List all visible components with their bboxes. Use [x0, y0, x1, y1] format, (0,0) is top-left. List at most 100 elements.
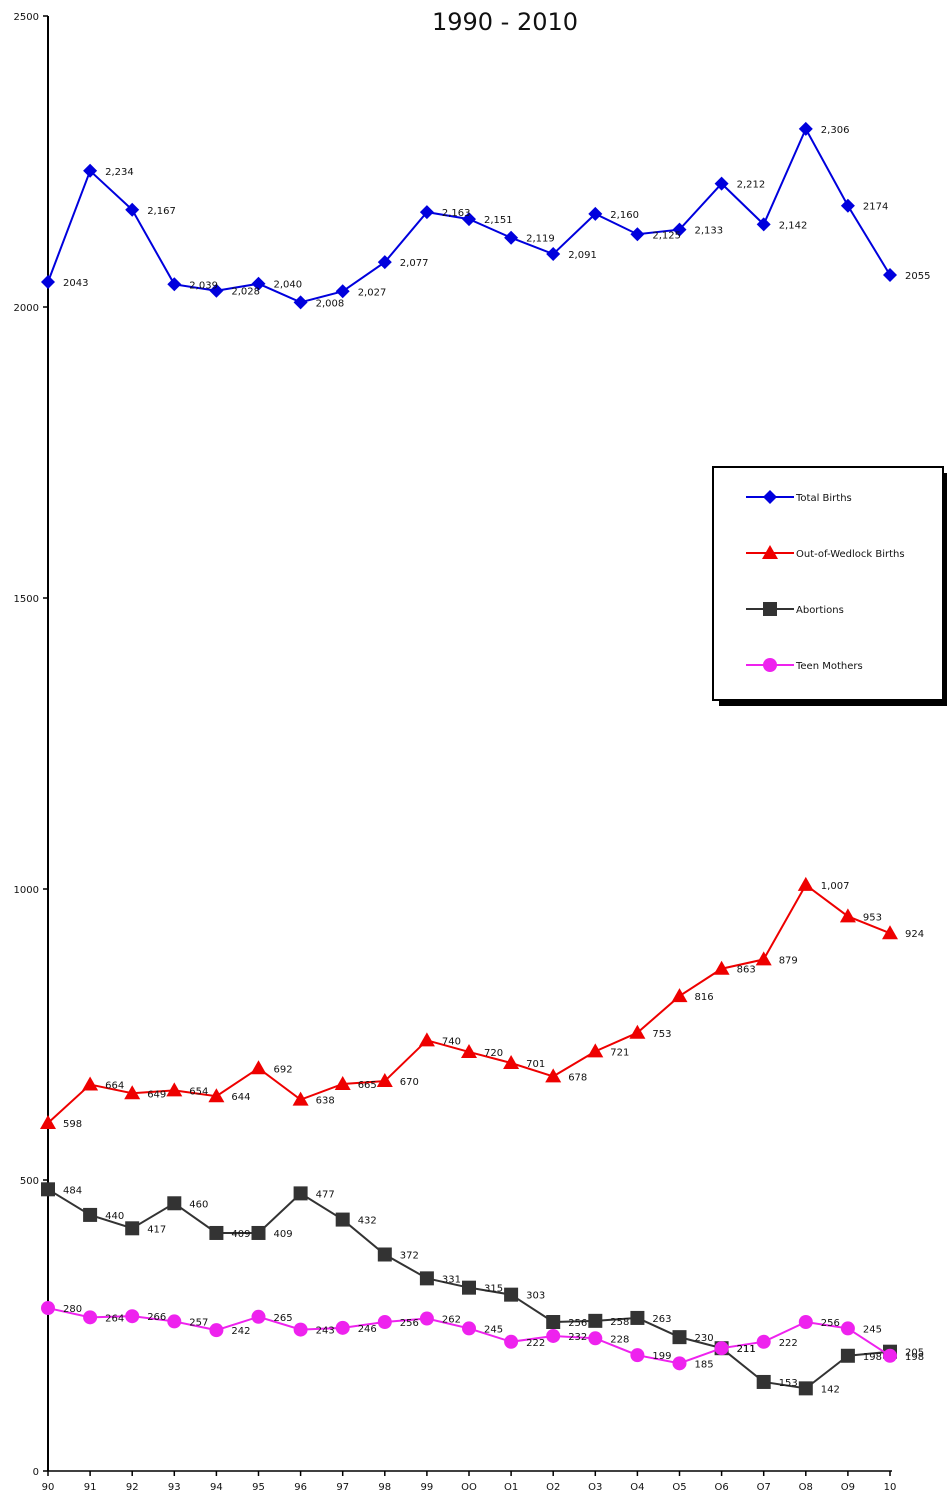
- legend: Total Births Out-of-Wedlock Births Abortio…: [712, 466, 947, 706]
- chart-title: 1990 - 2010: [432, 8, 578, 36]
- data-point-total-births: [504, 230, 519, 245]
- data-point-abortions: [840, 1348, 855, 1363]
- data-label-out-of-wedlock-births: 816: [695, 992, 714, 1003]
- data-label-out-of-wedlock-births: 924: [905, 929, 924, 940]
- data-point-out-of-wedlock-births: [208, 1088, 225, 1103]
- data-label-abortions: 440: [105, 1211, 124, 1222]
- x-tick-label: 96: [294, 1482, 307, 1493]
- data-label-out-of-wedlock-births: 654: [189, 1086, 208, 1097]
- data-label-total-births: 2,142: [779, 220, 808, 231]
- data-point-total-births: [335, 284, 350, 299]
- data-label-teen-mothers: 222: [779, 1338, 798, 1349]
- data-label-abortions: 263: [652, 1314, 671, 1325]
- x-tick-label: 93: [168, 1482, 181, 1493]
- data-point-abortions: [167, 1196, 182, 1211]
- data-label-teen-mothers: 199: [652, 1351, 671, 1362]
- data-point-teen-mothers: [672, 1356, 687, 1371]
- data-point-out-of-wedlock-births: [166, 1082, 183, 1097]
- data-point-total-births: [419, 205, 434, 220]
- data-point-teen-mothers: [756, 1334, 771, 1349]
- data-label-abortions: 460: [189, 1199, 208, 1210]
- data-label-abortions: 230: [695, 1333, 714, 1344]
- data-label-abortions: 153: [779, 1378, 798, 1389]
- data-label-abortions: 417: [147, 1224, 166, 1235]
- data-point-total-births: [588, 206, 603, 221]
- y-ticks: 0 500 1000 1500 2000 2500: [14, 12, 48, 1478]
- data-point-abortions: [462, 1280, 476, 1295]
- data-label-abortions: 331: [442, 1274, 461, 1285]
- data-label-out-of-wedlock-births: 664: [105, 1081, 124, 1092]
- y-tick-label: 500: [20, 1176, 39, 1187]
- data-point-out-of-wedlock-births: [713, 960, 730, 975]
- data-point-out-of-wedlock-births: [503, 1055, 520, 1070]
- data-point-abortions: [419, 1271, 434, 1286]
- data-label-teen-mothers: 198: [905, 1352, 924, 1363]
- data-point-total-births: [798, 121, 813, 136]
- x-tick-label: 99: [421, 1482, 434, 1493]
- data-point-teen-mothers: [840, 1321, 855, 1336]
- data-label-abortions: 205: [905, 1348, 924, 1359]
- data-label-abortions: 258: [610, 1317, 629, 1328]
- x-tick-label: 90: [42, 1482, 55, 1493]
- y-tick-label: 2000: [14, 303, 39, 314]
- data-label-teen-mothers: 242: [231, 1326, 250, 1337]
- x-tick-label: 97: [336, 1482, 349, 1493]
- x-tick-label: OO: [461, 1482, 477, 1493]
- data-point-out-of-wedlock-births: [755, 951, 772, 966]
- data-label-abortions: 432: [358, 1216, 377, 1227]
- data-label-teen-mothers: 243: [316, 1326, 335, 1337]
- data-point-teen-mothers: [335, 1320, 350, 1335]
- data-point-total-births: [714, 176, 729, 191]
- data-label-abortions: 372: [400, 1250, 419, 1261]
- data-point-teen-mothers: [504, 1334, 519, 1349]
- legend-box: [712, 466, 944, 701]
- data-point-out-of-wedlock-births: [882, 925, 898, 940]
- data-label-out-of-wedlock-births: 670: [400, 1077, 419, 1088]
- data-point-abortions: [125, 1221, 140, 1236]
- data-label-teen-mothers: 256: [821, 1318, 840, 1329]
- data-point-out-of-wedlock-births: [376, 1073, 393, 1088]
- data-label-teen-mothers: 222: [526, 1338, 545, 1349]
- data-point-total-births: [630, 227, 645, 242]
- legend-item-out-of-wedlock-births: Out-of-Wedlock Births: [746, 545, 905, 560]
- data-label-total-births: 2,160: [610, 210, 639, 221]
- data-point-abortions: [588, 1313, 603, 1328]
- data-point-abortions: [672, 1330, 687, 1345]
- data-point-out-of-wedlock-births: [545, 1068, 562, 1083]
- data-label-out-of-wedlock-births: 598: [63, 1119, 82, 1130]
- data-label-total-births: 2,234: [105, 167, 134, 178]
- data-point-abortions: [546, 1315, 561, 1330]
- data-label-abortions: 211: [737, 1344, 756, 1355]
- x-tick-label: O2: [546, 1482, 560, 1493]
- data-label-teen-mothers: 228: [610, 1334, 629, 1345]
- data-label-total-births: 2,077: [400, 258, 429, 269]
- data-point-abortions: [798, 1381, 813, 1396]
- data-point-total-births: [377, 255, 392, 270]
- data-point-abortions: [209, 1225, 224, 1240]
- legend-marker-abortions: [763, 602, 777, 616]
- x-tick-label: O6: [714, 1482, 728, 1493]
- data-point-abortions: [756, 1374, 771, 1389]
- data-label-total-births: 2,306: [821, 125, 850, 136]
- data-point-teen-mothers: [83, 1310, 98, 1325]
- data-label-out-of-wedlock-births: 692: [274, 1064, 293, 1075]
- data-label-total-births: 2,133: [695, 226, 724, 237]
- data-label-teen-mothers: 245: [484, 1324, 503, 1335]
- data-point-teen-mothers: [630, 1348, 645, 1363]
- series-abortions: [41, 1182, 897, 1396]
- data-label-out-of-wedlock-births: 649: [147, 1089, 166, 1100]
- data-label-teen-mothers: 211: [737, 1344, 756, 1355]
- data-point-abortions: [293, 1186, 308, 1201]
- data-point-teen-mothers: [377, 1315, 392, 1330]
- data-point-total-births: [756, 217, 771, 232]
- data-point-total-births: [546, 247, 561, 262]
- data-label-total-births: 2,039: [189, 280, 218, 291]
- data-label-teen-mothers: 265: [274, 1313, 293, 1324]
- x-tick-label: 95: [252, 1482, 265, 1493]
- data-label-teen-mothers: 264: [105, 1313, 124, 1324]
- x-tick-label: O9: [841, 1482, 855, 1493]
- data-label-teen-mothers: 245: [863, 1324, 882, 1335]
- data-label-total-births: 2,151: [484, 215, 513, 226]
- data-point-total-births: [462, 212, 476, 227]
- legend-label: Teen Mothers: [795, 661, 863, 672]
